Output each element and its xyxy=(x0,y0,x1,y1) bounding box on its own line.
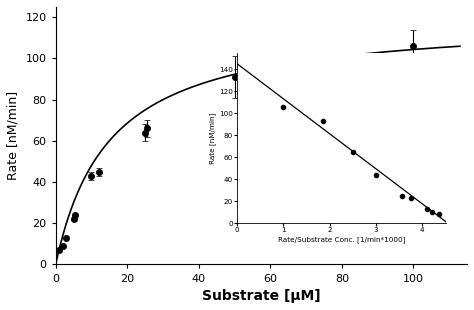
Point xyxy=(280,104,287,109)
Point xyxy=(372,172,380,177)
Point xyxy=(435,212,442,217)
X-axis label: Substrate [μM]: Substrate [μM] xyxy=(202,289,321,303)
Y-axis label: Rate [nM/min]: Rate [nM/min] xyxy=(7,91,20,180)
Point xyxy=(349,149,356,154)
Point xyxy=(319,118,327,123)
Point xyxy=(423,206,431,211)
Point xyxy=(407,195,415,200)
Point xyxy=(428,210,436,215)
X-axis label: Rate/Substrate Conc. [1/min*1000]: Rate/Substrate Conc. [1/min*1000] xyxy=(278,236,405,243)
Point xyxy=(398,193,405,198)
Y-axis label: Rate [nM/min]: Rate [nM/min] xyxy=(210,112,216,164)
